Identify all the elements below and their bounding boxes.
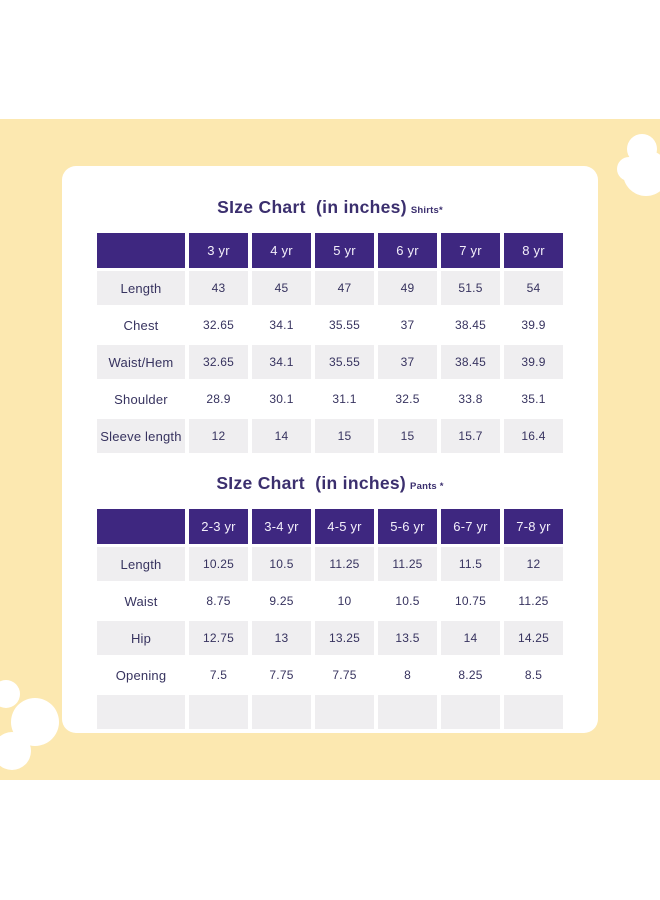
size-value bbox=[441, 695, 500, 729]
size-value: 49 bbox=[378, 271, 437, 305]
size-value: 12.75 bbox=[189, 621, 248, 655]
size-value bbox=[378, 695, 437, 729]
measurement-label: Shoulder bbox=[114, 391, 168, 407]
size-value: 10.25 bbox=[189, 547, 248, 581]
size-value: 13 bbox=[252, 621, 311, 655]
size-value: 14.25 bbox=[504, 621, 563, 655]
year-column-header: 7 yr bbox=[441, 233, 500, 268]
measurement-label: Hip bbox=[97, 621, 185, 655]
size-value: 33.8 bbox=[458, 392, 483, 406]
size-value: 12 bbox=[504, 547, 563, 581]
pants-size-table: 2-3 yr 3-4 yr 4-5 yr 5-6 yr 6-7 yr 7-8 y… bbox=[97, 509, 563, 729]
cloud-circle bbox=[0, 732, 31, 770]
size-value bbox=[504, 695, 563, 729]
measurement-label bbox=[97, 695, 185, 729]
size-value: 7.75 bbox=[332, 668, 357, 682]
size-value: 11.25 bbox=[518, 594, 549, 608]
size-value: 12 bbox=[189, 419, 248, 453]
shirts-chart-title: SIze Chart (in inches) Shirts* bbox=[62, 195, 598, 223]
year-column-header: 6-7 yr bbox=[441, 509, 500, 544]
size-value: 10.5 bbox=[395, 594, 420, 608]
size-value: 7.5 bbox=[209, 668, 228, 682]
size-value: 38.45 bbox=[454, 318, 487, 332]
measurement-label: Chest bbox=[123, 317, 159, 333]
measurement-label: Length bbox=[97, 271, 185, 305]
size-value: 34.1 bbox=[252, 345, 311, 379]
size-value: 15 bbox=[315, 419, 374, 453]
year-column-header: 7-8 yr bbox=[504, 509, 563, 544]
size-value bbox=[315, 695, 374, 729]
shirts-title-text: SIze Chart (in inches) bbox=[217, 197, 407, 217]
size-chart-card: SIze Chart (in inches) Shirts* 3 yr 4 yr … bbox=[62, 166, 598, 733]
size-value: 28.9 bbox=[206, 392, 231, 406]
size-value: 54 bbox=[504, 271, 563, 305]
year-column-header: 4 yr bbox=[252, 233, 311, 268]
size-value: 35.55 bbox=[328, 318, 361, 332]
size-value: 13.25 bbox=[315, 621, 374, 655]
size-value: 31.1 bbox=[332, 392, 357, 406]
corner-cell bbox=[97, 233, 185, 268]
year-column-header: 2-3 yr bbox=[189, 509, 248, 544]
size-value: 11.25 bbox=[378, 547, 437, 581]
size-value: 35.1 bbox=[521, 392, 546, 406]
size-value: 51.5 bbox=[441, 271, 500, 305]
size-value: 34.1 bbox=[269, 318, 294, 332]
size-value: 38.45 bbox=[441, 345, 500, 379]
size-value: 15 bbox=[378, 419, 437, 453]
size-value: 45 bbox=[252, 271, 311, 305]
size-value: 8.5 bbox=[524, 668, 543, 682]
size-value: 37 bbox=[378, 345, 437, 379]
size-value: 47 bbox=[315, 271, 374, 305]
size-value: 11.5 bbox=[441, 547, 500, 581]
size-value: 8.75 bbox=[206, 594, 231, 608]
size-value bbox=[252, 695, 311, 729]
size-value: 8 bbox=[404, 668, 411, 682]
size-value: 15.7 bbox=[441, 419, 500, 453]
size-value: 10 bbox=[337, 594, 352, 608]
size-value: 32.65 bbox=[189, 345, 248, 379]
size-value: 32.65 bbox=[202, 318, 235, 332]
size-value: 9.25 bbox=[269, 594, 294, 608]
pants-title-text: SIze Chart (in inches) bbox=[216, 473, 407, 493]
cloud-circle bbox=[0, 680, 20, 708]
year-column-header: 8 yr bbox=[504, 233, 563, 268]
measurement-label: Length bbox=[97, 547, 185, 581]
size-value: 13.5 bbox=[378, 621, 437, 655]
size-value: 35.55 bbox=[315, 345, 374, 379]
pants-chart-title: SIze Chart (in inches) Pants * bbox=[62, 471, 598, 499]
size-value: 10.75 bbox=[454, 594, 487, 608]
cloud-circle bbox=[617, 157, 641, 181]
measurement-label: Waist bbox=[124, 593, 158, 609]
size-value: 7.75 bbox=[269, 668, 294, 682]
size-value bbox=[189, 695, 248, 729]
size-value: 39.9 bbox=[504, 345, 563, 379]
shirts-size-table: 3 yr 4 yr 5 yr 6 yr 7 yr 8 yr Length 43 … bbox=[97, 233, 563, 453]
size-value: 8.25 bbox=[458, 668, 483, 682]
size-value: 10.5 bbox=[252, 547, 311, 581]
year-column-header: 5 yr bbox=[315, 233, 374, 268]
year-column-header: 3 yr bbox=[189, 233, 248, 268]
corner-cell bbox=[97, 509, 185, 544]
year-column-header: 5-6 yr bbox=[378, 509, 437, 544]
measurement-label: Waist/Hem bbox=[97, 345, 185, 379]
year-column-header: 3-4 yr bbox=[252, 509, 311, 544]
size-value: 16.4 bbox=[504, 419, 563, 453]
size-value: 39.9 bbox=[521, 318, 546, 332]
size-value: 30.1 bbox=[269, 392, 294, 406]
measurement-label: Sleeve length bbox=[97, 419, 185, 453]
size-value: 11.25 bbox=[315, 547, 374, 581]
year-column-header: 4-5 yr bbox=[315, 509, 374, 544]
year-column-header: 6 yr bbox=[378, 233, 437, 268]
pants-subtitle: Pants * bbox=[410, 481, 444, 492]
size-value: 43 bbox=[189, 271, 248, 305]
size-value: 32.5 bbox=[395, 392, 420, 406]
size-value: 14 bbox=[441, 621, 500, 655]
measurement-label: Opening bbox=[115, 667, 167, 683]
shirts-subtitle: Shirts* bbox=[410, 205, 443, 216]
size-value: 37 bbox=[400, 318, 415, 332]
size-value: 14 bbox=[252, 419, 311, 453]
